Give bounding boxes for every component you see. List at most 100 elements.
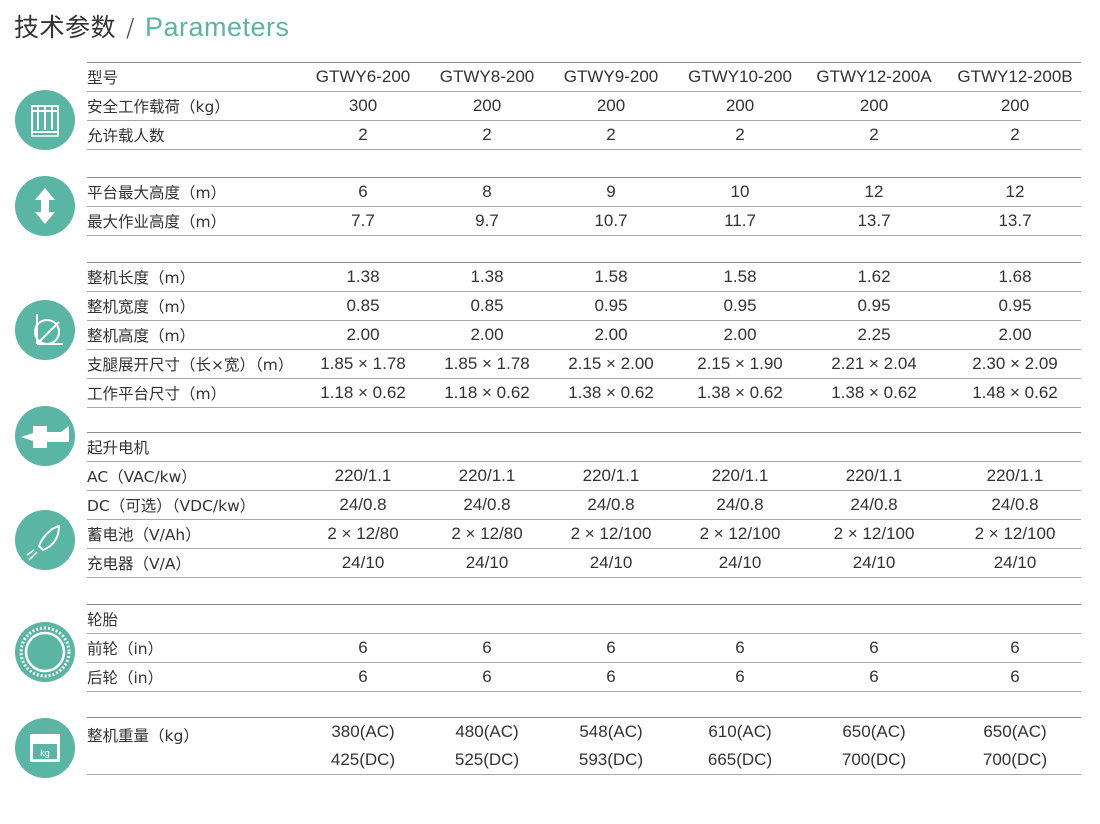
title-en: Parameters (144, 12, 290, 42)
table-cell: 24/10 (341, 553, 385, 572)
table-cell: 10.7 (594, 211, 628, 230)
table-cell: 650(AC) (842, 722, 906, 741)
table-cell: 220/1.1 (334, 466, 392, 485)
table-cell: 6 (482, 638, 492, 657)
table-cell: 24/0.8 (850, 495, 898, 514)
table-cell: 2.00 (998, 325, 1032, 344)
table-cell: 24/0.8 (716, 495, 764, 514)
table-cell: GTWY12-200B (957, 67, 1073, 86)
table-cell: 220/1.1 (986, 466, 1044, 485)
table-cell: 6 (869, 667, 879, 686)
table-cell: 1.58 (723, 267, 757, 286)
table-cell: 12 (1005, 182, 1025, 201)
table-cell: 2 (869, 125, 879, 144)
table-row: DC（可选）（VDC/kw） 24/0.8 24/0.8 24/0.8 24/0.8 24… (87, 491, 1081, 520)
table-cell: 0.95 (857, 296, 891, 315)
table-cell: 700(DC) (982, 750, 1048, 769)
page-title: 技术参数 / Parameters (14, 8, 290, 44)
table-cell: 6 (735, 667, 745, 686)
table-cell: 1.62 (857, 267, 891, 286)
table-row: 型号 GTWY6-200 GTWY8-200 GTWY9-200 GTWY10-200 G… (87, 63, 1081, 92)
table-row: 后轮（in） 6 6 6 6 6 6 (87, 663, 1081, 692)
table-cell: 610(AC) (708, 722, 772, 741)
table-cell: 300 (348, 96, 378, 115)
table-cell: 2 (735, 125, 745, 144)
table-cell: 6 (735, 638, 745, 657)
table-cell: GTWY6-200 (315, 67, 411, 86)
table-cell: 2.25 (857, 325, 891, 344)
table-row: 起升电机 (87, 433, 1081, 462)
table-cell: 2 × 12/80 (327, 524, 399, 543)
table-row: 工作平台尺寸（m） 1.18 × 0.62 1.18 × 0.62 1.38 × 0.… (87, 379, 1081, 408)
table-cell: 24/10 (589, 553, 633, 572)
table-cell: 24/0.8 (463, 495, 511, 514)
table-cell: 425(DC) (330, 750, 396, 769)
table-cell: 220/1.1 (458, 466, 516, 485)
table-cell: 9.7 (475, 211, 499, 230)
spec-group: 整机长度（m） 1.38 1.38 1.58 1.58 1.62 1.68 整机宽度（m） 0.… (87, 262, 1081, 408)
rocket-icon (15, 510, 75, 570)
table-cell: 10 (730, 182, 750, 201)
table-cell: 2.15 × 1.90 (697, 354, 783, 373)
table-cell: 0.95 (723, 296, 757, 315)
table-cell: GTWY12-200A (816, 67, 932, 86)
row-label: 后轮（in） (87, 669, 164, 687)
table-cell: 7.7 (351, 211, 375, 230)
table-cell: 1.38 (346, 267, 380, 286)
table-cell: 2.00 (346, 325, 380, 344)
table-cell: 6 (358, 638, 368, 657)
table-cell: 6 (606, 667, 616, 686)
table-row: 整机高度（m） 2.00 2.00 2.00 2.00 2.25 2.00 (87, 321, 1081, 350)
table-cell: 1.38 × 0.62 (831, 383, 917, 402)
title-cn: 技术参数 (14, 13, 117, 42)
title-separator: / (126, 13, 135, 42)
table-cell: 2.00 (470, 325, 504, 344)
table-cell: 11.7 (724, 211, 756, 230)
table-cell: 13.7 (998, 211, 1032, 230)
table-cell: 200 (859, 96, 889, 115)
table-row: 支腿展开尺寸（长×宽）（m） 1.85 × 1.78 1.85 × 1.78 2.15… (87, 350, 1081, 379)
table-row: AC（VAC/kw） 220/1.1 220/1.1 220/1.1 220/1.1 22… (87, 462, 1081, 491)
table-cell: 2.15 × 2.00 (568, 354, 654, 373)
table-cell: 1.68 (998, 267, 1032, 286)
row-label: 工作平台尺寸（m） (87, 385, 227, 403)
row-label: 充电器（V/A） (87, 555, 191, 573)
table-cell: 2 (1010, 125, 1020, 144)
table-cell: 6 (482, 667, 492, 686)
table-cell: 12 (864, 182, 884, 201)
spec-group: 整机重量（kg） 380(AC) 425(DC) 480(AC) 525(DC) 548(… (87, 717, 1081, 775)
row-label: DC（可选）（VDC/kw） (87, 497, 256, 515)
spec-group: 轮胎 前轮（in） 6 6 6 6 6 6 后轮（in） 6 6 6 6 6 6 (87, 604, 1081, 692)
table-cell: 6 (358, 667, 368, 686)
table-cell: 9 (606, 182, 616, 201)
table-cell: 200 (1000, 96, 1030, 115)
weight-kg-icon: kg (15, 718, 75, 778)
tire-icon (15, 622, 75, 682)
table-cell: 0.95 (998, 296, 1032, 315)
height-arrows-icon (15, 176, 75, 236)
table-cell: 6 (1010, 667, 1020, 686)
table-cell: 665(DC) (707, 750, 773, 769)
row-label: 整机重量（kg） (87, 727, 199, 745)
table-cell: 0.85 (346, 296, 380, 315)
table-cell: 2 (482, 125, 492, 144)
table-cell: 1.18 × 0.62 (320, 383, 406, 402)
svg-text:kg: kg (40, 748, 50, 758)
table-row: 蓄电池（V/Ah） 2 × 12/80 2 × 12/80 2 × 12/100 2 ×… (87, 520, 1081, 549)
table-cell: GTWY10-200 (688, 67, 792, 86)
table-cell: 1.85 × 1.78 (444, 354, 530, 373)
table-row: 允许载人数 2 2 2 2 2 2 (87, 121, 1081, 150)
table-cell: 2 × 12/100 (570, 524, 652, 543)
table-cell: 2 (606, 125, 616, 144)
dimensions-axes-icon (15, 300, 75, 360)
row-label: 起升电机 (87, 439, 150, 457)
table-cell: 0.95 (594, 296, 628, 315)
table-row: 最大作业高度（m） 7.7 9.7 10.7 11.7 13.7 13.7 (87, 207, 1081, 236)
row-label: 最大作业高度（m） (87, 213, 227, 231)
table-cell: 2.00 (594, 325, 628, 344)
table-cell: 1.58 (594, 267, 628, 286)
table-cell: 6 (606, 638, 616, 657)
table-cell: 200 (472, 96, 502, 115)
table-cell: 6 (869, 638, 879, 657)
row-label: 型号 (87, 69, 119, 87)
